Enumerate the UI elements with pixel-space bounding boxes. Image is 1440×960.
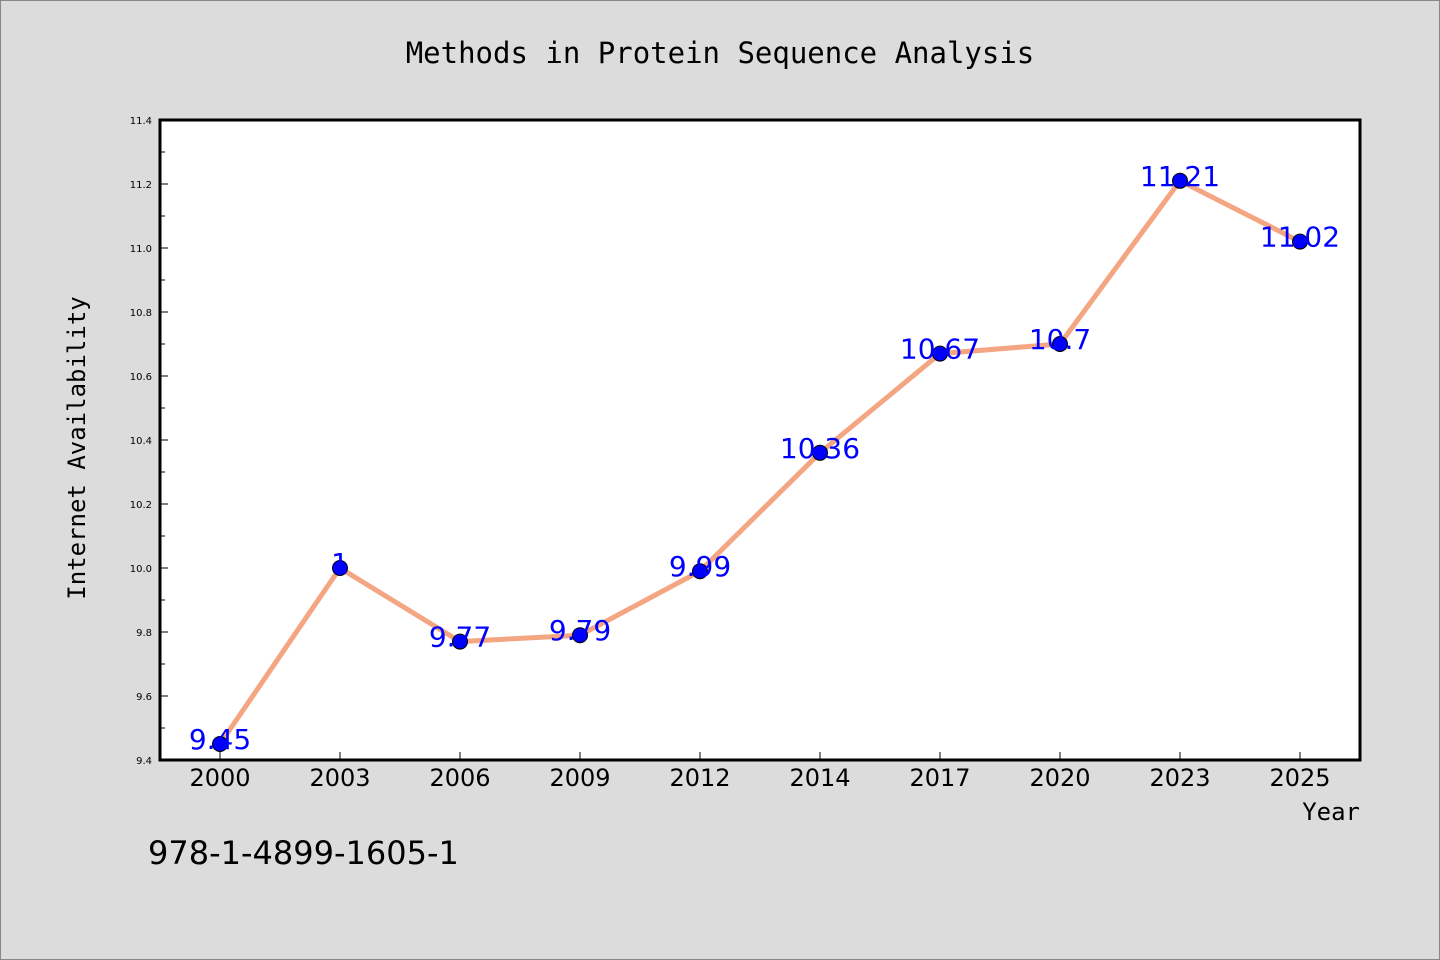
y-tick-label: 10.0	[130, 564, 152, 575]
x-tick-label: 2025	[1269, 764, 1330, 792]
data-label: 9.77	[429, 621, 491, 654]
y-tick-label: 10.8	[130, 308, 152, 319]
y-tick-label: 11.0	[130, 244, 152, 255]
x-tick-label: 2006	[429, 764, 490, 792]
data-label: 9.45	[189, 723, 251, 756]
y-tick-label: 10.4	[130, 436, 152, 447]
x-tick-label: 2009	[549, 764, 610, 792]
data-label: 11.21	[1140, 160, 1220, 193]
data-point	[812, 444, 828, 461]
data-label: 10.7	[1029, 323, 1091, 356]
series-line	[217, 178, 1302, 746]
data-point	[452, 633, 468, 650]
data-point	[1292, 233, 1308, 250]
data-label: 10.67	[900, 333, 980, 366]
y-tick-label: 9.4	[136, 756, 152, 767]
x-tick-label: 2020	[1029, 764, 1090, 792]
plot-area	[158, 118, 1362, 762]
data-label: 10.36	[780, 432, 860, 465]
data-point	[1052, 336, 1068, 352]
y-axis-label: Internet Availability	[63, 296, 91, 599]
x-tick-label: 2003	[309, 764, 370, 792]
data-point	[1172, 172, 1188, 189]
data-point	[932, 345, 948, 362]
y-tick-label: 9.6	[136, 692, 152, 703]
data-point	[212, 736, 228, 752]
data-point	[572, 627, 588, 644]
x-tick-label: 2000	[189, 764, 250, 792]
series-line-group: 9.45 1 9.77 9.79 9.99 10.36 10.67 10.7 11.21 11.0…	[189, 160, 1340, 756]
data-label: 11.02	[1260, 221, 1340, 254]
data-point	[692, 563, 708, 580]
y-axis: 9.4 9.6 9.8 10.0 10.2 10.4 10.6 10.8 11.0 11.2 11.…	[130, 116, 168, 767]
x-tick-label: 2014	[789, 764, 850, 792]
x-axis-label: Year	[1302, 798, 1360, 826]
y-tick-label: 10.2	[130, 500, 152, 511]
y-tick-label: 10.6	[130, 372, 152, 383]
y-tick-label: 11.4	[130, 116, 152, 127]
data-label: 1	[331, 547, 349, 580]
x-axis: 2000 2003 2006 2009 2012 2014 2017 2020 2023 2025	[189, 752, 1331, 792]
x-tick-label: 2012	[669, 764, 730, 792]
data-point	[332, 560, 348, 576]
x-tick-label: 2023	[1149, 764, 1210, 792]
data-label: 9.79	[549, 614, 611, 647]
chart-title: Methods in Protein Sequence Analysis	[406, 36, 1035, 70]
footer-text: 978-1-4899-1605-1	[148, 834, 459, 872]
y-tick-label: 9.8	[136, 628, 152, 639]
x-tick-label: 2017	[909, 764, 970, 792]
y-tick-label: 11.2	[130, 180, 152, 191]
data-label: 9.99	[669, 550, 731, 583]
